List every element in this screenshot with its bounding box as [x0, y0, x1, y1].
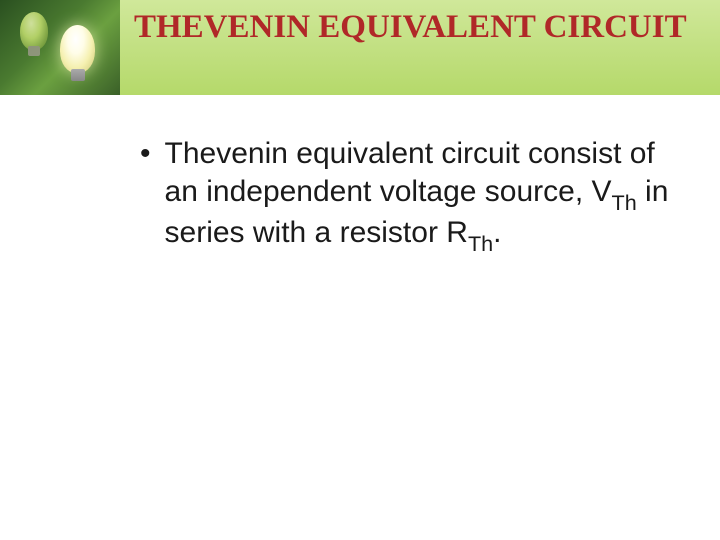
text-part-3: .	[493, 216, 501, 249]
subscript-th-1: Th	[612, 190, 637, 215]
slide-body: • Thevenin equivalent circuit consist of…	[140, 135, 670, 256]
subscript-th-2: Th	[468, 231, 493, 256]
header-lightbulb-image	[0, 0, 120, 95]
text-part-1: Thevenin equivalent circuit consist of a…	[165, 137, 655, 208]
header-band: THEVENIN EQUIVALENT CIRCUIT	[0, 0, 720, 95]
bullet-item: • Thevenin equivalent circuit consist of…	[140, 135, 670, 256]
lightbulb-lit-icon	[60, 25, 95, 73]
slide-title: THEVENIN EQUIVALENT CIRCUIT	[134, 8, 694, 48]
bullet-glyph: •	[140, 135, 151, 173]
bullet-text: Thevenin equivalent circuit consist of a…	[165, 135, 670, 256]
lightbulb-dim-icon	[20, 12, 48, 50]
